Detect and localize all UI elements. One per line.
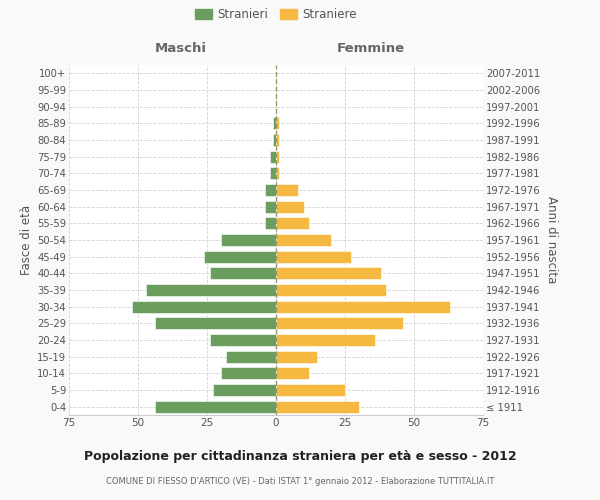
Text: Popolazione per cittadinanza straniera per età e sesso - 2012: Popolazione per cittadinanza straniera p… [83, 450, 517, 463]
Bar [210, 334, 276, 346]
Bar [276, 234, 331, 246]
Bar [276, 268, 381, 280]
Bar [276, 318, 403, 330]
Bar [276, 200, 304, 212]
Bar [276, 400, 359, 412]
Bar [276, 284, 386, 296]
Bar [221, 368, 276, 380]
Bar [276, 118, 279, 130]
Bar [226, 350, 276, 362]
Bar [133, 300, 276, 312]
Bar [265, 200, 276, 212]
Bar [271, 150, 276, 162]
Bar [155, 318, 276, 330]
Bar [276, 334, 376, 346]
Bar [146, 284, 276, 296]
Bar [265, 184, 276, 196]
Bar [271, 168, 276, 179]
Bar [276, 184, 298, 196]
Bar [212, 384, 276, 396]
Bar [276, 218, 309, 230]
Bar [276, 134, 279, 146]
Bar [276, 250, 350, 262]
Text: Maschi: Maschi [155, 42, 207, 54]
Bar [276, 350, 317, 362]
Bar [276, 384, 345, 396]
Bar [273, 134, 276, 146]
Bar [276, 168, 279, 179]
Bar [276, 368, 309, 380]
Bar [276, 300, 450, 312]
Bar [155, 400, 276, 412]
Bar [265, 218, 276, 230]
Bar [210, 268, 276, 280]
Bar [273, 118, 276, 130]
Bar [204, 250, 276, 262]
Legend: Stranieri, Straniere: Stranieri, Straniere [193, 6, 359, 24]
Bar [276, 150, 279, 162]
Bar [221, 234, 276, 246]
Y-axis label: Anni di nascita: Anni di nascita [545, 196, 557, 284]
Text: Femmine: Femmine [337, 42, 405, 54]
Text: COMUNE DI FIESSO D'ARTICO (VE) - Dati ISTAT 1° gennaio 2012 - Elaborazione TUTTI: COMUNE DI FIESSO D'ARTICO (VE) - Dati IS… [106, 478, 494, 486]
Y-axis label: Fasce di età: Fasce di età [20, 205, 33, 275]
